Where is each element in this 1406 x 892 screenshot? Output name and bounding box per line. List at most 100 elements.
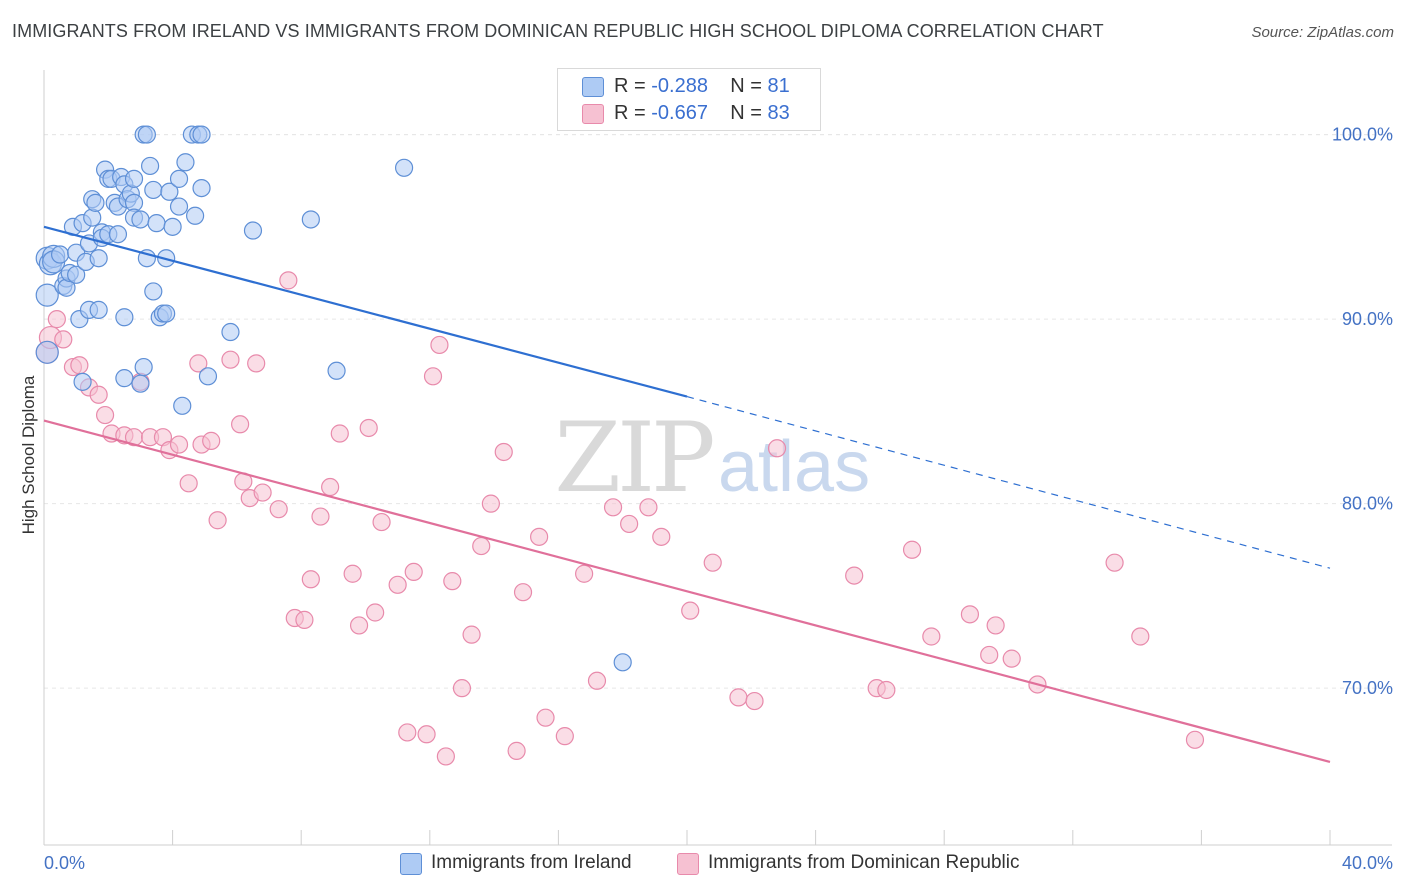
dominican-point [745,691,764,711]
legend-swatch-dominican [582,104,604,124]
ireland-point [186,206,205,225]
ireland-point [144,180,163,200]
watermark: ZIP atlas [554,402,870,514]
dominican-point [980,645,999,665]
ireland-point [73,372,92,391]
dominican-point [652,527,671,546]
dominican-point [443,572,462,591]
ireland-point [89,300,108,319]
dominican-point [587,671,607,690]
dominican-point [279,271,298,290]
dominican-point [208,511,227,530]
dominican-point [70,356,89,375]
dominican-point [295,610,314,629]
watermark-zip: ZIP [554,402,713,514]
dominican-point [960,605,980,624]
legend-n-label: N = [730,75,762,97]
ireland-point [192,125,211,144]
chart-title: IMMIGRANTS FROM IRELAND VS IMMIGRANTS FR… [12,21,1104,41]
dominican-point [95,405,115,425]
dominican-points [35,271,1205,766]
ireland-point [67,265,86,284]
dominican-point [1002,649,1021,668]
ireland-point [115,308,134,327]
dominican-point [507,741,526,760]
dominican-point [452,679,472,698]
source-label: Source: ZipAtlas.com [1251,24,1394,41]
legend-r-label: R = [614,75,646,97]
dominican-point [247,354,266,373]
dominican-point [1131,627,1150,646]
dominican-point [472,536,491,556]
stats-legend: R = -0.288 N = 81 R = -0.667 N = 83 [557,68,821,131]
dominican-point [681,601,700,620]
dominican-point [639,498,658,517]
dominican-point [436,747,455,766]
dominican-point [343,564,362,583]
dominican-point [404,562,423,582]
dominican-point [1185,730,1205,749]
ireland-point [192,178,211,198]
x-tick-label-max: 40.0% [1342,853,1393,873]
dominican-point [417,725,436,744]
dominican-point [301,570,320,589]
y-tick-label: 90.0% [1342,309,1393,329]
ireland-point [35,340,59,364]
ireland-trend-line [43,225,688,398]
axis-ticks [43,830,1331,845]
dominican-point [603,498,623,517]
dominican-point [986,616,1005,635]
gridlines [44,134,1392,689]
series-swatch-dominican [677,853,699,875]
dominican-point [530,527,549,546]
y-tick-labels: 70.0% 80.0% 90.0% 100.0% [1332,125,1393,699]
dominican-point [189,354,208,373]
y-tick-label: 70.0% [1342,678,1393,698]
legend-r-label: R = [614,102,646,124]
ireland-point [173,396,192,415]
dominican-point [321,477,340,497]
dominican-point [513,583,533,602]
ireland-point [83,208,102,227]
dominican-point [89,385,108,404]
dominican-point [359,418,378,438]
axes [43,70,1392,846]
dominican-point [269,500,288,519]
dominican-point [877,680,896,700]
ireland-point [134,357,153,377]
ireland-point [176,153,195,172]
dominican-point [179,474,198,493]
dominican-point [481,494,500,513]
ireland-point [108,225,128,244]
ireland-point [301,210,320,229]
dominican-point [494,442,513,462]
y-tick-label: 80.0% [1342,494,1393,514]
dominican-point [423,367,443,386]
ireland-point [327,361,346,380]
dominican-point [221,350,240,369]
dominican-point [253,483,272,502]
dominican-point [330,424,349,443]
ireland-point [124,169,144,188]
ireland-point [89,249,108,268]
dominican-point [767,439,787,458]
dominican-point [703,553,722,572]
legend-n-ireland: 81 [767,75,790,97]
dominican-point [231,415,250,434]
dominican-point [47,310,66,329]
ireland-point [50,245,70,264]
ireland-point [157,304,176,323]
series-label-ireland: Immigrants from Ireland [431,852,632,873]
dominican-point [398,723,417,742]
legend-n-dominican: 83 [767,102,790,124]
ireland-point [140,156,160,176]
dominican-point [462,625,481,644]
dominican-point [555,727,574,746]
dominican-point [311,507,330,526]
legend-r-dominican: -0.667 [651,102,708,124]
dominican-point [54,330,73,349]
dominican-point [430,335,449,355]
dominican-point [349,616,369,635]
dominican-point [536,708,555,727]
